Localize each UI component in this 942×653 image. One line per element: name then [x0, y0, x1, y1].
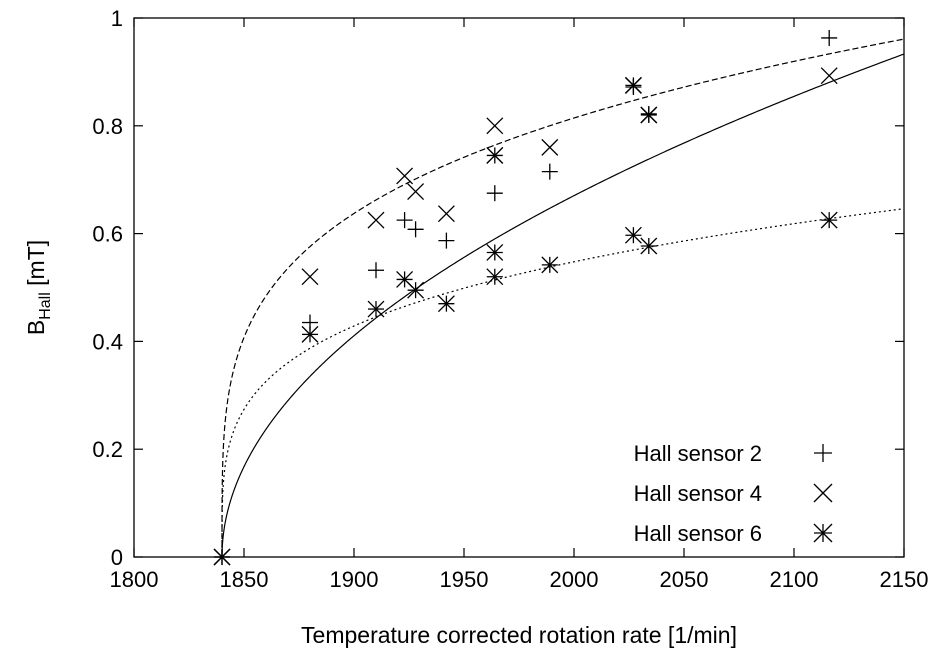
marker-stroke	[820, 67, 838, 85]
data-point-cross	[541, 138, 559, 156]
y-tick-label: 1	[111, 6, 123, 31]
data-point-cross	[486, 117, 504, 135]
marker-stroke	[301, 325, 319, 343]
y-axis-label-unit: [mT]	[23, 240, 49, 292]
data-point-plus	[438, 232, 455, 249]
x-axis-label: Temperature corrected rotation rate [1/m…	[301, 622, 737, 648]
data-point-star	[820, 211, 838, 229]
data-point-plus	[486, 185, 503, 202]
y-tick-label: 0.4	[92, 329, 123, 354]
marker-stroke	[624, 76, 642, 94]
marker-stroke	[486, 117, 504, 135]
marker-stroke	[813, 483, 833, 503]
marker-stroke	[396, 167, 414, 185]
marker-stroke	[367, 300, 385, 318]
legend-label: Hall sensor 4	[634, 481, 762, 506]
marker-stroke	[301, 268, 319, 286]
data-point-cross	[367, 211, 385, 229]
marker-stroke	[541, 256, 559, 274]
x-tick-label: 2150	[880, 567, 929, 592]
axis-ticks: 1800 1850 1900 1950 2000 2050 2100 2150 0 0.2 0.4 0…	[92, 6, 928, 592]
y-tick-label: 0.8	[92, 114, 123, 139]
y-axis-label: BHall [mT]	[23, 240, 54, 335]
y-axis-label-subscript: Hall	[37, 292, 54, 320]
data-point-plus	[541, 163, 558, 180]
marker-stroke	[213, 548, 231, 566]
data-point-cross	[437, 205, 455, 223]
data-point-cross	[396, 167, 414, 185]
x-tick-label: 1950	[440, 567, 489, 592]
data-point-plus	[821, 29, 838, 46]
data-point-star	[486, 146, 504, 164]
x-tick-label: 1900	[330, 567, 379, 592]
data-point-cross	[407, 183, 425, 201]
data-point-star	[624, 226, 642, 244]
legend-marker-cross	[813, 483, 833, 503]
marker-stroke	[541, 138, 559, 156]
data-point-star	[640, 106, 658, 124]
data-point-cross	[301, 268, 319, 286]
data-point-star	[486, 244, 504, 261]
legend-label: Hall sensor 2	[634, 441, 762, 466]
marker-stroke	[407, 183, 425, 201]
x-tick-label: 1800	[110, 567, 159, 592]
legend: Hall sensor 2 Hall sensor 4 Hall sensor 6	[634, 441, 833, 546]
data-point-plus	[368, 262, 384, 279]
legend-marker-star	[813, 523, 833, 543]
marker-stroke	[486, 244, 504, 261]
data-point-star	[640, 237, 658, 255]
data-point-plus	[396, 212, 413, 229]
fit-curve-dotted	[221, 208, 905, 557]
marker-stroke	[486, 146, 504, 164]
x-tick-label: 2000	[550, 567, 599, 592]
fit-curves	[221, 38, 905, 557]
marker-stroke	[437, 205, 455, 223]
fit-curve-solid	[221, 53, 905, 557]
y-tick-label: 0.2	[92, 437, 123, 462]
y-tick-label: 0	[111, 545, 123, 570]
fit-curve-dashed	[221, 38, 905, 557]
data-point-plus	[407, 221, 424, 238]
data-points	[213, 29, 838, 566]
data-point-star	[486, 268, 504, 286]
marker-stroke	[396, 270, 414, 288]
plot-frame	[133, 17, 905, 558]
marker-stroke	[367, 211, 385, 229]
x-tick-label: 2050	[660, 567, 709, 592]
x-tick-label: 2100	[770, 567, 819, 592]
x-tick-label: 1850	[220, 567, 269, 592]
legend-marker-plus	[814, 444, 832, 462]
data-point-star	[407, 281, 425, 299]
marker-stroke	[820, 211, 838, 229]
data-point-star	[437, 295, 455, 313]
marker-stroke	[624, 226, 642, 244]
marker-stroke	[437, 295, 455, 313]
marker-stroke	[640, 237, 658, 255]
data-point-star	[301, 325, 319, 343]
data-point-star	[213, 548, 231, 566]
marker-stroke	[407, 281, 425, 299]
marker-stroke	[486, 268, 504, 286]
data-point-star	[624, 76, 642, 94]
data-point-cross	[820, 67, 838, 85]
data-point-star	[541, 256, 559, 274]
y-tick-label: 0.6	[92, 222, 123, 247]
marker-stroke	[640, 106, 658, 124]
legend-label: Hall sensor 6	[634, 521, 762, 546]
y-axis-label-main: B	[23, 320, 49, 335]
marker-stroke	[813, 523, 833, 543]
data-point-star	[367, 300, 385, 318]
